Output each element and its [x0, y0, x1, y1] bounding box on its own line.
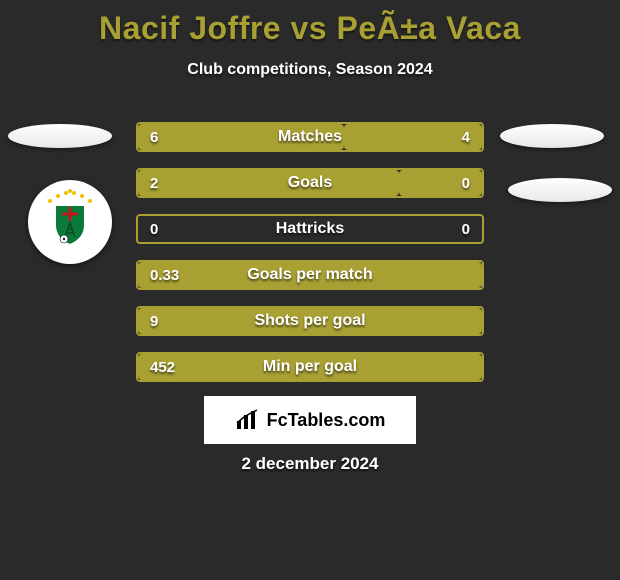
comparison-infographic: Nacif Joffre vs PeÃ±a Vaca Club competit… — [0, 0, 620, 580]
stat-value-right: 0 — [462, 216, 470, 242]
stats-container: 6 Matches 4 2 Goals 0 0 Hattricks 0 0.33… — [136, 122, 484, 398]
branding-box: FcTables.com — [204, 396, 416, 444]
bar-chart-icon — [235, 409, 261, 431]
branding-text: FcTables.com — [267, 410, 386, 431]
stat-row: 452 Min per goal — [136, 352, 484, 382]
stat-bar-left — [138, 308, 482, 334]
player-right-oval-1 — [500, 124, 604, 148]
player-left-oval — [8, 124, 112, 148]
stat-bar-left — [138, 354, 482, 380]
stat-value-left: 0 — [150, 216, 158, 242]
stat-row: 0 Hattricks 0 — [136, 214, 484, 244]
club-badge — [28, 180, 112, 264]
stat-bar-left — [138, 170, 399, 196]
infographic-date: 2 december 2024 — [0, 454, 620, 474]
stat-row: 0.33 Goals per match — [136, 260, 484, 290]
stat-row: 2 Goals 0 — [136, 168, 484, 198]
club-crest-icon — [35, 187, 105, 257]
page-title: Nacif Joffre vs PeÃ±a Vaca — [0, 0, 620, 47]
stat-label: Hattricks — [138, 216, 482, 242]
page-subtitle: Club competitions, Season 2024 — [0, 61, 620, 79]
stat-bar-right — [344, 124, 482, 150]
stat-row: 6 Matches 4 — [136, 122, 484, 152]
stat-bar-right — [399, 170, 482, 196]
stat-bar-left — [138, 262, 482, 288]
stat-bar-left — [138, 124, 344, 150]
stat-row: 9 Shots per goal — [136, 306, 484, 336]
player-right-oval-2 — [508, 178, 612, 202]
